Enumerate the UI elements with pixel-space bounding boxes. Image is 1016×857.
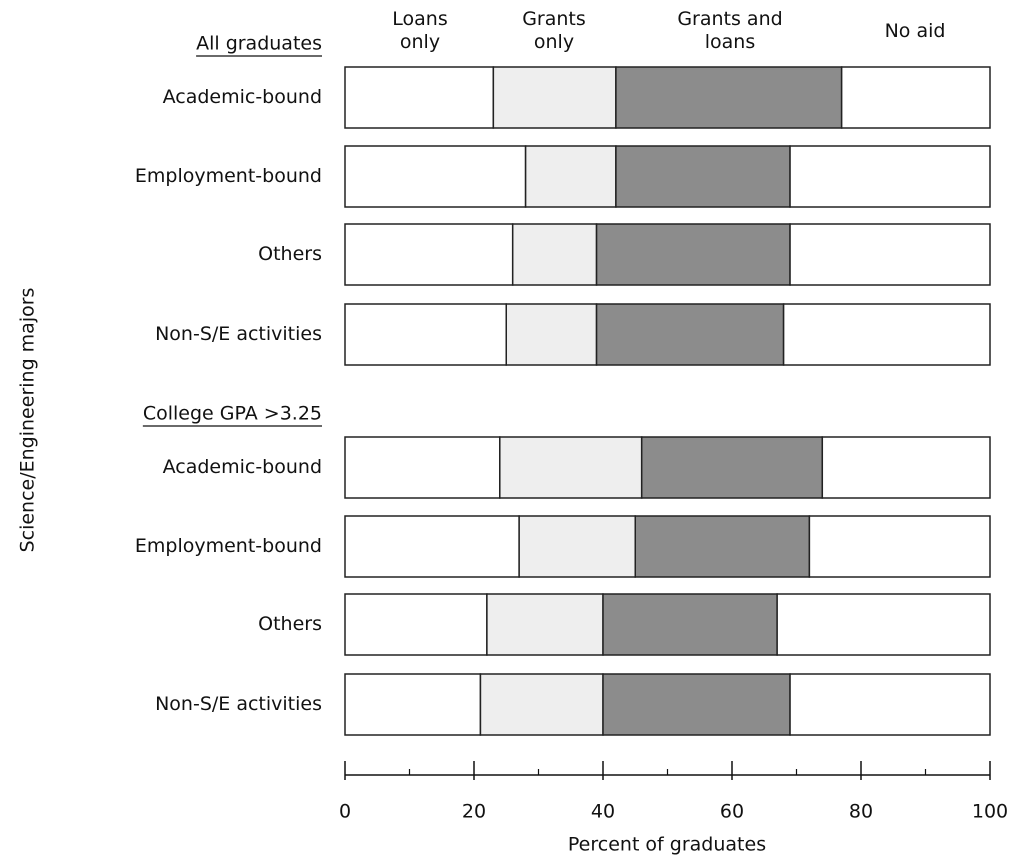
bar-segment [776, 593, 991, 656]
bar-segment [344, 66, 495, 129]
bar-segment [789, 673, 991, 736]
x-tick-label: 20 [462, 801, 486, 823]
bar-segment [344, 223, 514, 286]
bar-segment [821, 436, 991, 499]
x-tick-label: 0 [339, 801, 351, 823]
bar-segment [499, 436, 643, 499]
category-label: Academic-bound [163, 456, 322, 478]
category-label: Others [258, 613, 322, 635]
bar-segment [615, 145, 791, 208]
bar-segment [344, 303, 507, 366]
bar-segment [595, 223, 791, 286]
bar-segment [511, 223, 598, 286]
x-tick-label: 40 [591, 801, 615, 823]
bar-segment [808, 515, 991, 578]
bar-segment [344, 436, 501, 499]
bar-segment [479, 673, 604, 736]
category-label: Non-S/E activities [155, 323, 322, 345]
bar-segment [789, 145, 991, 208]
group-label: All graduates [196, 33, 322, 55]
group-label: College GPA >3.25 [143, 403, 322, 425]
x-tick-label: 100 [972, 801, 1008, 823]
bar-segment [595, 303, 785, 366]
bar-segment [782, 303, 991, 366]
bar-segment [486, 593, 604, 656]
x-axis-label: Percent of graduates [568, 834, 766, 856]
bar-segment [602, 673, 791, 736]
legend-label: Loans only [392, 8, 448, 53]
category-label: Employment-bound [135, 165, 322, 187]
bar-segment [789, 223, 991, 286]
bar-segment [615, 66, 843, 129]
category-label: Academic-bound [163, 86, 322, 108]
bar-segment [518, 515, 637, 578]
bar-segment [840, 66, 991, 129]
legend-label: Grants and loans [677, 8, 783, 53]
category-label: Non-S/E activities [155, 693, 322, 715]
bar-segment [602, 593, 778, 656]
category-label: Others [258, 243, 322, 265]
bar-segment [634, 515, 811, 578]
bar-segment [492, 66, 617, 129]
y-axis-label: Science/Engineering majors [17, 288, 39, 553]
bar-segment [344, 145, 527, 208]
bar-segment [524, 145, 617, 208]
bar-segment [505, 303, 598, 366]
bar-segment [344, 515, 520, 578]
legend-label: No aid [884, 20, 946, 42]
bar-segment [344, 593, 488, 656]
category-label: Employment-bound [135, 535, 322, 557]
x-tick-label: 80 [849, 801, 873, 823]
legend-label: Grants only [522, 8, 586, 53]
bar-segment [344, 673, 482, 736]
bar-segment [640, 436, 824, 499]
x-tick-label: 60 [720, 801, 744, 823]
